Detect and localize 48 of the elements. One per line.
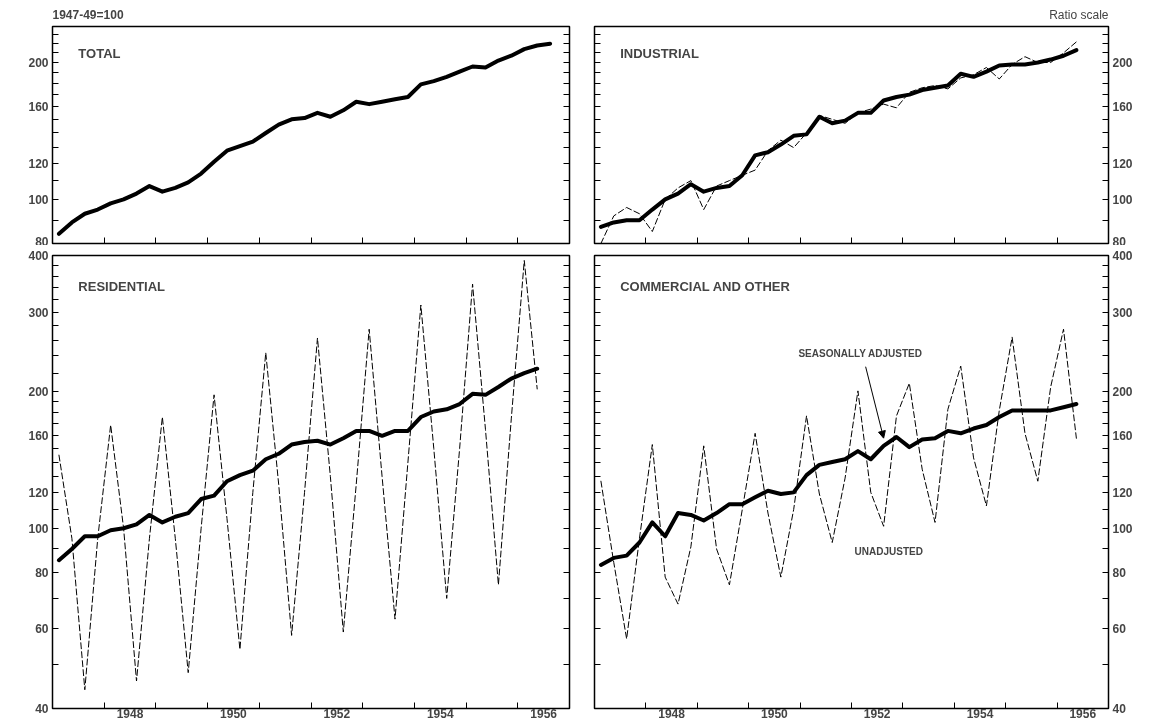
line-series <box>58 259 538 691</box>
y-tick-label: 120 <box>28 485 49 500</box>
y-tick-label: 80 <box>1112 234 1127 249</box>
y-tick-label: 80 <box>35 234 49 249</box>
y-tick-label: 120 <box>1112 156 1133 171</box>
text: SEASONALLY ADJUSTED <box>798 347 922 359</box>
x-tick-label: 1948 <box>116 706 144 720</box>
y-tick-label: 400 <box>1112 249 1133 263</box>
y-tick-label: 160 <box>1112 100 1133 115</box>
y-tick-label: 300 <box>1112 305 1133 320</box>
y-tick-label: 40 <box>35 702 49 716</box>
y-tick-label: 400 <box>28 249 49 263</box>
text: Ratio scale <box>1049 7 1109 22</box>
text: UNADJUSTED <box>854 545 923 557</box>
text: RESIDENTIAL <box>78 279 166 295</box>
y-tick-label: 60 <box>1112 622 1127 637</box>
x-tick-label: 1952 <box>863 706 891 720</box>
y-tick-label: 160 <box>28 429 49 444</box>
y-tick-label: 160 <box>1112 429 1133 444</box>
x-tick-label: 1950 <box>220 706 248 720</box>
x-tick-label: 1956 <box>1069 706 1097 720</box>
y-tick-label: 80 <box>1112 565 1127 580</box>
text: INDUSTRIAL <box>620 46 699 62</box>
y-tick-label: 200 <box>28 56 49 71</box>
text: TOTAL <box>78 46 121 62</box>
x-tick-label: 1954 <box>966 706 994 720</box>
x-tick-label: 1950 <box>761 706 789 720</box>
y-tick-label: 120 <box>28 156 49 171</box>
x-tick-label: 1952 <box>323 706 351 720</box>
y-tick-label: 200 <box>1112 56 1133 71</box>
y-tick-label: 200 <box>28 385 49 400</box>
y-tick-label: 300 <box>28 305 49 320</box>
y-tick-label: 200 <box>1112 385 1133 400</box>
x-tick-label: 1956 <box>530 706 558 720</box>
text: COMMERCIAL AND OTHER <box>620 279 791 295</box>
y-tick-label: 80 <box>35 565 49 580</box>
y-tick-label: 100 <box>1112 521 1133 536</box>
x-tick-label: 1948 <box>658 706 686 720</box>
y-tick-label: 160 <box>28 100 49 115</box>
line-series <box>56 41 553 236</box>
y-tick-label: 100 <box>28 521 49 536</box>
y-tick-label: 100 <box>1112 192 1133 207</box>
y-tick-label: 60 <box>35 622 49 637</box>
y-tick-label: 40 <box>1112 702 1127 716</box>
x-tick-label: 1954 <box>426 706 454 720</box>
text: 1947-49=100 <box>52 7 124 22</box>
y-tick-label: 120 <box>1112 485 1133 500</box>
y-tick-label: 100 <box>28 192 49 207</box>
